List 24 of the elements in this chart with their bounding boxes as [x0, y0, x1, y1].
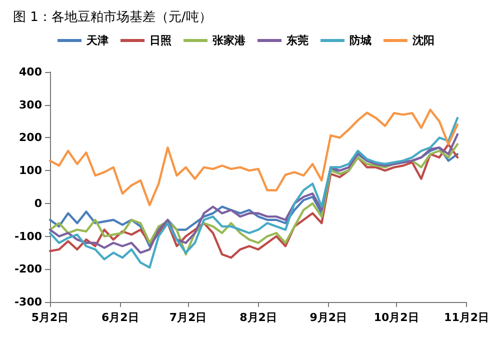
- x-tick-label: 11月2日: [444, 311, 490, 324]
- y-tick-label: 0: [34, 196, 42, 210]
- y-tick-label: -100: [14, 230, 42, 243]
- y-tick-label: 400: [19, 66, 42, 78]
- y-tick-label: 100: [19, 164, 42, 178]
- y-tick-label: -300: [14, 296, 42, 308]
- x-tick-label: 6月2日: [102, 311, 139, 324]
- legend-label: 张家港: [212, 34, 246, 47]
- line-series: [48, 116, 459, 269]
- legend-label: 东莞: [286, 34, 308, 47]
- legend-label: 天津: [86, 34, 108, 47]
- legend-label: 日照: [150, 34, 172, 47]
- y-tick-label: -200: [14, 262, 42, 276]
- chart-title: 图 1：各地豆粕市场基差（元/吨）: [13, 10, 212, 25]
- x-tick-label: 7月2日: [169, 311, 207, 324]
- legend-label: 防城: [350, 34, 372, 47]
- line-series: [48, 108, 459, 206]
- x-tick-label: 9月2日: [310, 311, 348, 324]
- legend-label: 沈阳: [412, 34, 434, 47]
- x-tick-label: 5月2日: [31, 311, 69, 324]
- y-tick-label: 200: [19, 131, 42, 144]
- x-tick-label: 8月2日: [240, 311, 277, 324]
- y-tick-label: 300: [19, 98, 42, 112]
- x-tick-label: 10月2日: [374, 311, 419, 324]
